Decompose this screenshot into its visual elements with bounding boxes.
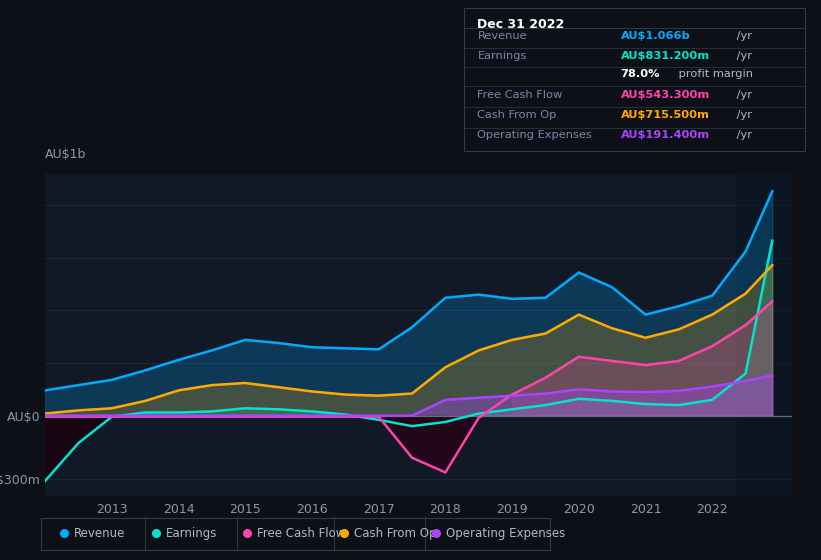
Text: Free Cash Flow: Free Cash Flow [478,90,562,100]
Text: Revenue: Revenue [74,527,126,540]
Text: /yr: /yr [733,110,752,120]
Text: AU$1b: AU$1b [45,148,86,161]
Text: Operating Expenses: Operating Expenses [478,130,592,141]
FancyBboxPatch shape [41,518,550,550]
Text: AU$831.200m: AU$831.200m [621,50,709,60]
Text: Revenue: Revenue [478,31,527,40]
Text: profit margin: profit margin [675,69,753,79]
Text: /yr: /yr [733,50,752,60]
Text: Free Cash Flow: Free Cash Flow [258,527,346,540]
Text: /yr: /yr [733,31,752,40]
Text: AU$1.066b: AU$1.066b [621,31,690,40]
Bar [736,174,792,496]
Text: 78.0%: 78.0% [621,69,660,79]
Text: AU$191.400m: AU$191.400m [621,130,709,141]
Text: Earnings: Earnings [478,50,527,60]
Text: /yr: /yr [733,130,752,141]
Text: AU$715.500m: AU$715.500m [621,110,709,120]
Text: Earnings: Earnings [166,527,217,540]
Text: Dec 31 2022: Dec 31 2022 [478,18,565,31]
Text: Cash From Op: Cash From Op [478,110,557,120]
Text: Operating Expenses: Operating Expenses [446,527,565,540]
Text: Cash From Op: Cash From Op [354,527,437,540]
Text: AU$543.300m: AU$543.300m [621,90,710,100]
Text: /yr: /yr [733,90,752,100]
